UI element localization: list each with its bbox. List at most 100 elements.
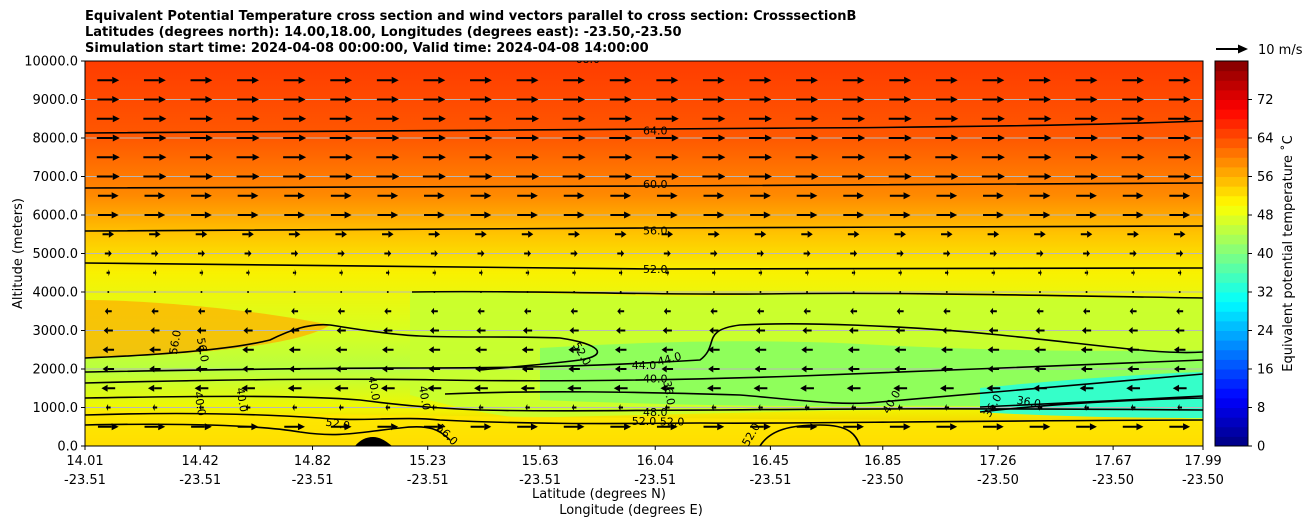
wind-vector-head (1040, 230, 1046, 238)
colorbar-segment (1215, 157, 1248, 168)
wind-vector-head (481, 269, 483, 277)
wind-vector-head (102, 365, 108, 373)
wind-vector-head (714, 230, 720, 238)
colorbar-segment (1215, 301, 1248, 312)
colorbar-segment (1215, 426, 1248, 437)
wind-vector-head (294, 250, 299, 257)
wind-vector-head (299, 134, 307, 142)
wind-vector-head (252, 153, 260, 161)
wind-vector-head (345, 96, 353, 103)
wind-vector-head (951, 153, 959, 161)
wind-vector-head (252, 173, 260, 180)
wind-vector-head (251, 192, 259, 200)
wind-vector-head (941, 346, 947, 354)
contour-label: 44.0 (632, 359, 657, 372)
wind-vector-head (856, 423, 864, 431)
wind-vector-head (951, 115, 959, 123)
wind-vector-head (943, 307, 947, 315)
wind-vector-head (941, 365, 947, 373)
colorbar-segment (1215, 147, 1248, 158)
wind-vector-head (1044, 153, 1052, 161)
wind-vector-head (574, 230, 580, 238)
wind-vector-dot (247, 291, 250, 293)
colorbar-segment (1215, 215, 1248, 226)
wind-vector-head (763, 192, 771, 200)
wind-vector-head (1043, 96, 1051, 103)
y-axis: 0.0 1000.0 2000.0 3000.0 4000.0 5000.0 6000.0 7… (24, 55, 85, 455)
colorbar-tick-label: 48 (1257, 209, 1274, 224)
wind-vector-head (292, 404, 295, 411)
wind-vector-head (432, 404, 435, 411)
wind-vector-head (521, 346, 527, 354)
wind-vector-head (243, 327, 248, 334)
contour-label: 52.0 (660, 415, 685, 428)
wind-vector-head (155, 250, 159, 257)
wind-vector-head (663, 307, 667, 315)
wind-vector-head (858, 134, 866, 142)
wind-vector-head (996, 423, 1004, 431)
wind-vector-head (244, 307, 248, 315)
wind-vector-head (803, 307, 807, 315)
wind-vector-head (904, 134, 912, 142)
wind-vector-head (108, 230, 115, 238)
wind-vector-head (158, 96, 166, 103)
wind-vector-head (991, 404, 994, 411)
y-axis-label: Altitude (meters) (11, 198, 26, 309)
wind-vector-head (800, 384, 807, 392)
wind-vector-head (996, 192, 1004, 200)
x-tick-label-lon: -23.51 (634, 473, 676, 488)
wind-vector-head (711, 404, 714, 411)
wind-vector-head (241, 384, 248, 392)
wind-vector-head (474, 384, 481, 392)
colorbar: 0 8 16 24 32 40 48 56 64 72 (1214, 60, 1274, 455)
x-tick-label-lat: 14.42 (182, 454, 219, 469)
contour-label: 40.0 (191, 391, 208, 417)
wind-vector-head (997, 96, 1005, 103)
wind-vector-head (251, 423, 259, 431)
wind-vector-head (1183, 76, 1191, 84)
wind-vector-head (391, 423, 399, 431)
wind-vector-head (1043, 76, 1051, 84)
wind-vector-head (667, 230, 674, 238)
x-tick-label-lon: -23.51 (64, 473, 106, 488)
wind-vector-head (753, 384, 760, 392)
y-tick-label: 7000.0 (33, 170, 79, 185)
colorbar-segment (1215, 369, 1248, 380)
wind-vector-dot (759, 291, 762, 293)
wind-vector-head (620, 269, 623, 277)
wind-vector-head (662, 327, 667, 334)
contour-label: 52.0 (325, 416, 351, 433)
wind-vector-head (1173, 365, 1180, 373)
x-tick-label-lat: 15.63 (521, 454, 558, 469)
colorbar-tick-label: 72 (1257, 93, 1274, 108)
wind-vector-head (671, 76, 679, 84)
wind-vector-head (757, 307, 761, 315)
wind-vector-head (764, 96, 772, 103)
wind-vector-head (569, 327, 574, 334)
wind-vector-head (527, 250, 531, 257)
wind-vector-head (522, 327, 528, 334)
y-tick-label: 1000.0 (33, 401, 79, 416)
x-tick-label-lat: 14.82 (294, 454, 331, 469)
quiver-key-arrowhead (1238, 44, 1248, 54)
contour-label: 36.0 (1016, 394, 1042, 411)
wind-vector-head (299, 115, 307, 123)
wind-vector-head (671, 173, 679, 180)
wind-vector-dot (619, 291, 622, 293)
wind-vector-head (754, 365, 760, 373)
contour-label: 68.0 (576, 53, 601, 66)
wind-vector-head (155, 269, 157, 277)
colorbar-segment (1215, 243, 1248, 254)
wind-vector-head (811, 115, 819, 123)
wind-vector-head (1080, 346, 1086, 354)
wind-vector-head (850, 307, 854, 315)
colorbar-segment (1215, 417, 1248, 428)
wind-vector-head (846, 384, 853, 392)
wind-vector-dot (479, 291, 482, 293)
y-tick-label: 6000.0 (33, 209, 79, 224)
wind-vector-dot (107, 291, 110, 293)
colorbar-label: Equivalent potential temperature ˚C (1280, 135, 1296, 371)
wind-vector-head (997, 134, 1005, 142)
wind-vector-head (754, 346, 760, 354)
terrain-mask (355, 437, 392, 446)
